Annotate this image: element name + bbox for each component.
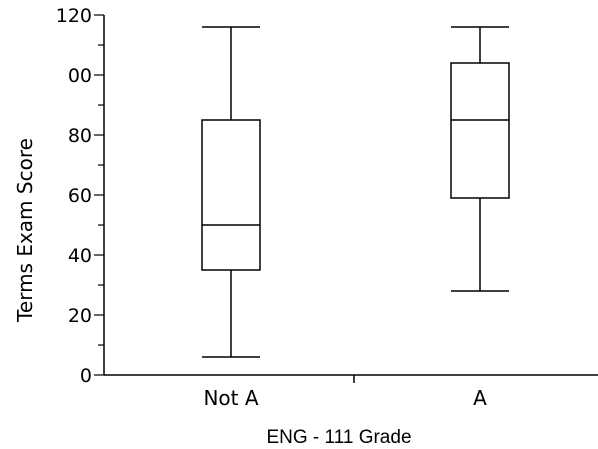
box-a <box>450 26 510 292</box>
y-axis-title: Terms Exam Score <box>13 138 37 323</box>
y-tick-label: 40 <box>68 245 92 267</box>
axes: Not A A <box>103 15 598 410</box>
interquartile-box <box>201 119 261 271</box>
y-tick-label: 00 <box>68 65 92 87</box>
y-tick-label: 0 <box>80 365 92 387</box>
y-tick-label: 80 <box>68 125 92 147</box>
boxes <box>201 26 510 358</box>
y-tick-label: 60 <box>68 185 92 207</box>
y-tick-label: 120 <box>56 5 92 27</box>
x-axis-title: ENG - 111 Grade <box>266 427 411 448</box>
x-tick-label: A <box>473 386 487 410</box>
box-not-a <box>201 26 261 358</box>
interquartile-box <box>450 62 510 199</box>
y-axis-ticks: 0 20 40 60 80 00 120 <box>56 5 104 387</box>
y-tick-label: 20 <box>68 305 92 327</box>
x-tick-label: Not A <box>203 386 258 410</box>
